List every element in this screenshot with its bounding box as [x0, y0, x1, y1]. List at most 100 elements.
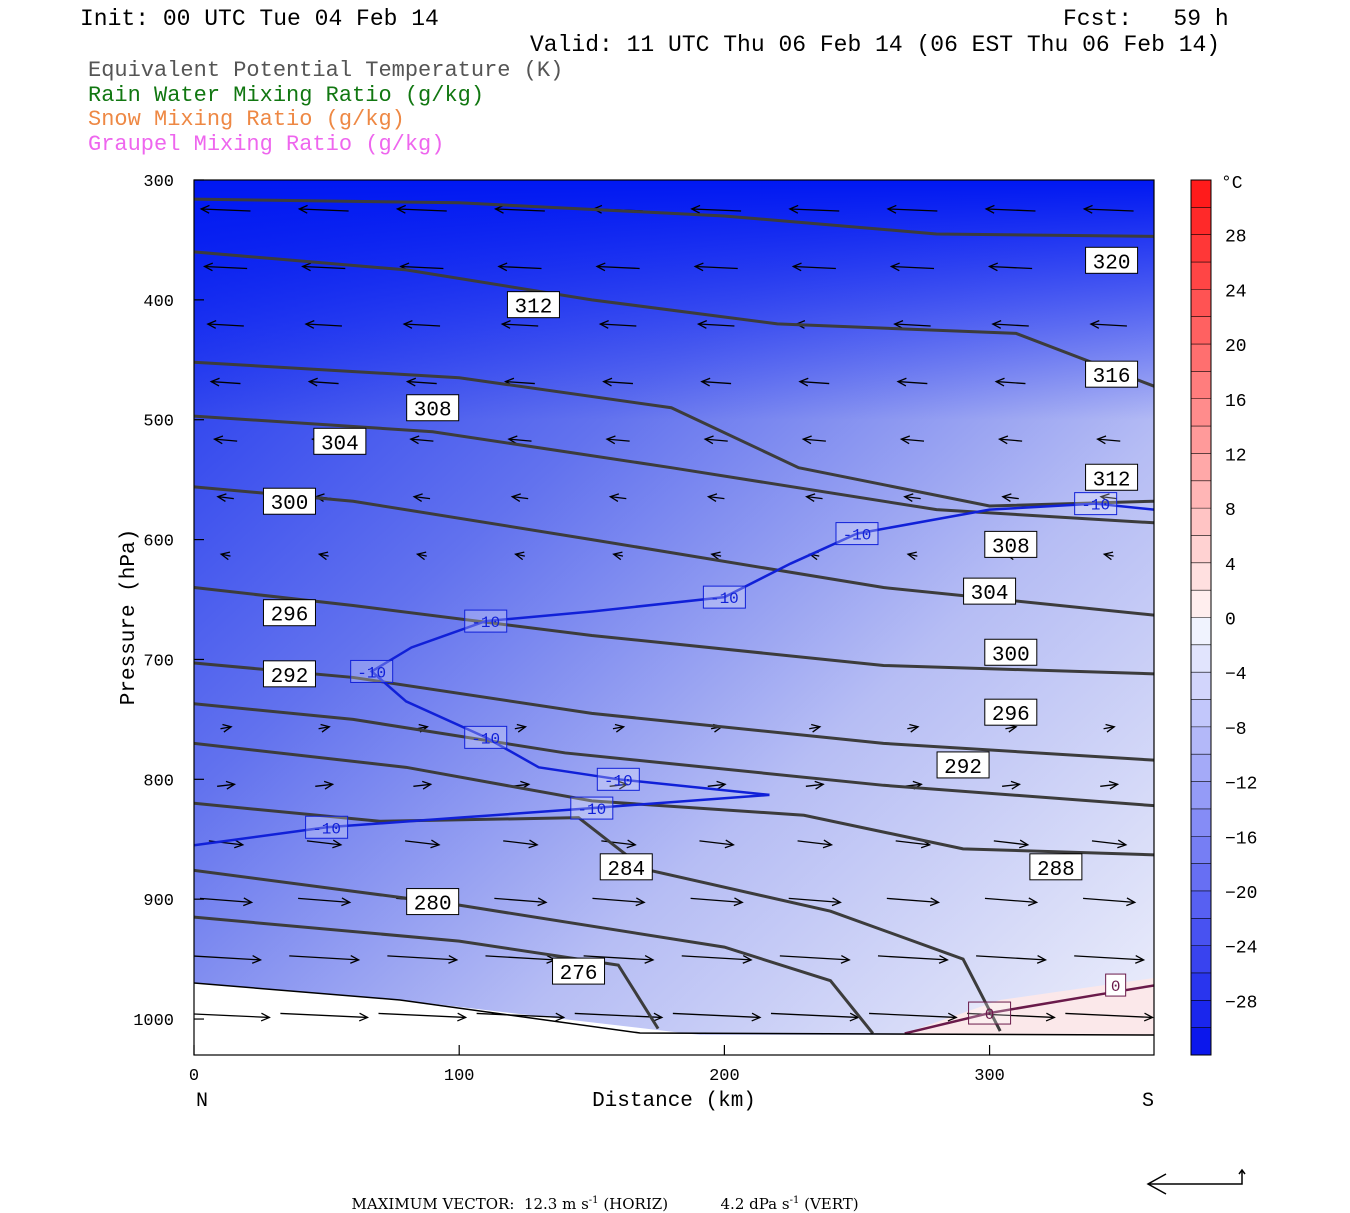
temperature-label-box [1074, 492, 1118, 516]
wind-vector [1065, 1012, 1153, 1019]
theta-e-label: 292 [944, 757, 982, 780]
wind-vector-head [494, 204, 505, 214]
temperature-label: -10 [1081, 497, 1110, 515]
wind-vector [512, 495, 529, 500]
theta-e-label-box [262, 599, 316, 627]
colorbar-tick-label: −28 [1225, 993, 1257, 1013]
theta-e-label-box [262, 660, 316, 688]
wind-vector-head [1105, 723, 1116, 733]
wind-vector-head [696, 320, 708, 329]
wind-vector-head [1117, 839, 1128, 849]
vert-exponent: -1 [789, 1195, 800, 1206]
x-end-left: N [196, 1090, 208, 1113]
colorbar-swatch [1191, 945, 1211, 974]
wind-vector [502, 323, 539, 327]
theta-e-label: 308 [992, 536, 1030, 559]
wind-vector [691, 208, 742, 212]
wind-vector-head [304, 320, 315, 329]
colorbar-swatch [1191, 180, 1211, 208]
y-tick-label: 900 [143, 892, 174, 911]
wind-vector-head [811, 723, 822, 733]
temperature-label-box [464, 609, 508, 633]
wind-vector [711, 553, 722, 557]
colorbar-tick-label: −8 [1225, 720, 1247, 740]
wind-vector-head [497, 262, 508, 272]
wind-vector [319, 553, 329, 557]
colorbar-swatch [1191, 672, 1211, 701]
theta-e-label: 296 [271, 605, 309, 628]
temperature-label: 0 [1111, 978, 1121, 996]
theta-e-contour [194, 360, 1154, 508]
wind-vector-head [1082, 204, 1093, 214]
wind-vector [217, 783, 235, 787]
colorbar-swatch [1191, 316, 1211, 345]
wind-vector [417, 553, 427, 557]
theta-e-label: 304 [971, 583, 1009, 606]
colorbar-swatch [1191, 726, 1211, 755]
wind-vector [498, 265, 542, 270]
legend-graupel: Graupel Mixing Ratio (g/kg) [88, 132, 445, 157]
wind-vector-head [984, 204, 995, 214]
temperature-contour [194, 793, 770, 847]
colorbar-swatch [1191, 562, 1211, 591]
temperature-label-box [570, 796, 614, 820]
temperature-label-box [464, 725, 508, 749]
wind-vector [378, 1012, 466, 1019]
wind-vector-head [1126, 897, 1137, 907]
wind-vector [404, 323, 441, 327]
theta-e-label-box [313, 427, 367, 455]
wind-vector-head [612, 551, 623, 561]
theta-e-label: 276 [560, 963, 598, 986]
wind-vector-head [243, 897, 254, 907]
wind-vector-head [994, 377, 1005, 387]
wind-vector-head [219, 551, 231, 561]
wind-vector [897, 380, 928, 385]
wind-vector-head [903, 493, 914, 503]
wind-vector [805, 783, 824, 787]
wind-vector-head [1099, 493, 1110, 503]
forecast-hour: Fcst: 59 h [1063, 6, 1229, 32]
wind-vector [707, 783, 726, 787]
wind-vector [405, 840, 440, 846]
wind-vector [318, 726, 330, 730]
wind-vector-head [412, 493, 423, 503]
wind-vector [1083, 897, 1135, 904]
wind-vector-head [716, 780, 727, 790]
temperature-label-box [305, 815, 349, 839]
colorbar-tick-label: 12 [1225, 446, 1247, 466]
wind-vector-head [626, 839, 637, 849]
wind-vector [217, 495, 234, 500]
x-tick-label: 0 [189, 1067, 199, 1086]
wind-vector [600, 323, 637, 327]
theta-e-contour [194, 868, 875, 1035]
colorbar-tick-label: 8 [1225, 501, 1236, 521]
wind-vector [494, 897, 547, 904]
colorbar-tick-label: 20 [1225, 337, 1247, 357]
max-vector-footer: MAXIMUM VECTOR: 12.3 m s-1 (HORIZ) 4.2 d… [342, 1177, 859, 1213]
wind-vector [894, 323, 931, 327]
wind-vector [515, 553, 525, 557]
wind-vector [907, 553, 918, 557]
colorbar-tick-label: 16 [1225, 392, 1247, 412]
wind-vector [199, 897, 252, 904]
wind-vector [280, 1012, 368, 1019]
wind-vector [797, 840, 832, 846]
wind-vector-head [415, 551, 427, 561]
colorbar-tick-label: −4 [1225, 665, 1247, 685]
wind-vector [603, 380, 634, 385]
wind-vector-head [216, 493, 227, 503]
wind-vector [299, 208, 349, 212]
wind-vector [886, 897, 939, 904]
wind-vector-head [899, 435, 911, 445]
wind-vector [907, 726, 919, 730]
wind-vector [397, 208, 447, 212]
temperature-label: -10 [604, 772, 633, 790]
wind-vector-head [1027, 897, 1039, 907]
wind-vector [708, 495, 725, 500]
theta-e-label: 292 [271, 666, 309, 689]
wind-vector-head [516, 723, 528, 733]
wind-vector-head [635, 897, 646, 907]
wind-vector [904, 495, 921, 500]
wind-vector [996, 380, 1026, 385]
theta-e-label-box [963, 577, 1017, 605]
